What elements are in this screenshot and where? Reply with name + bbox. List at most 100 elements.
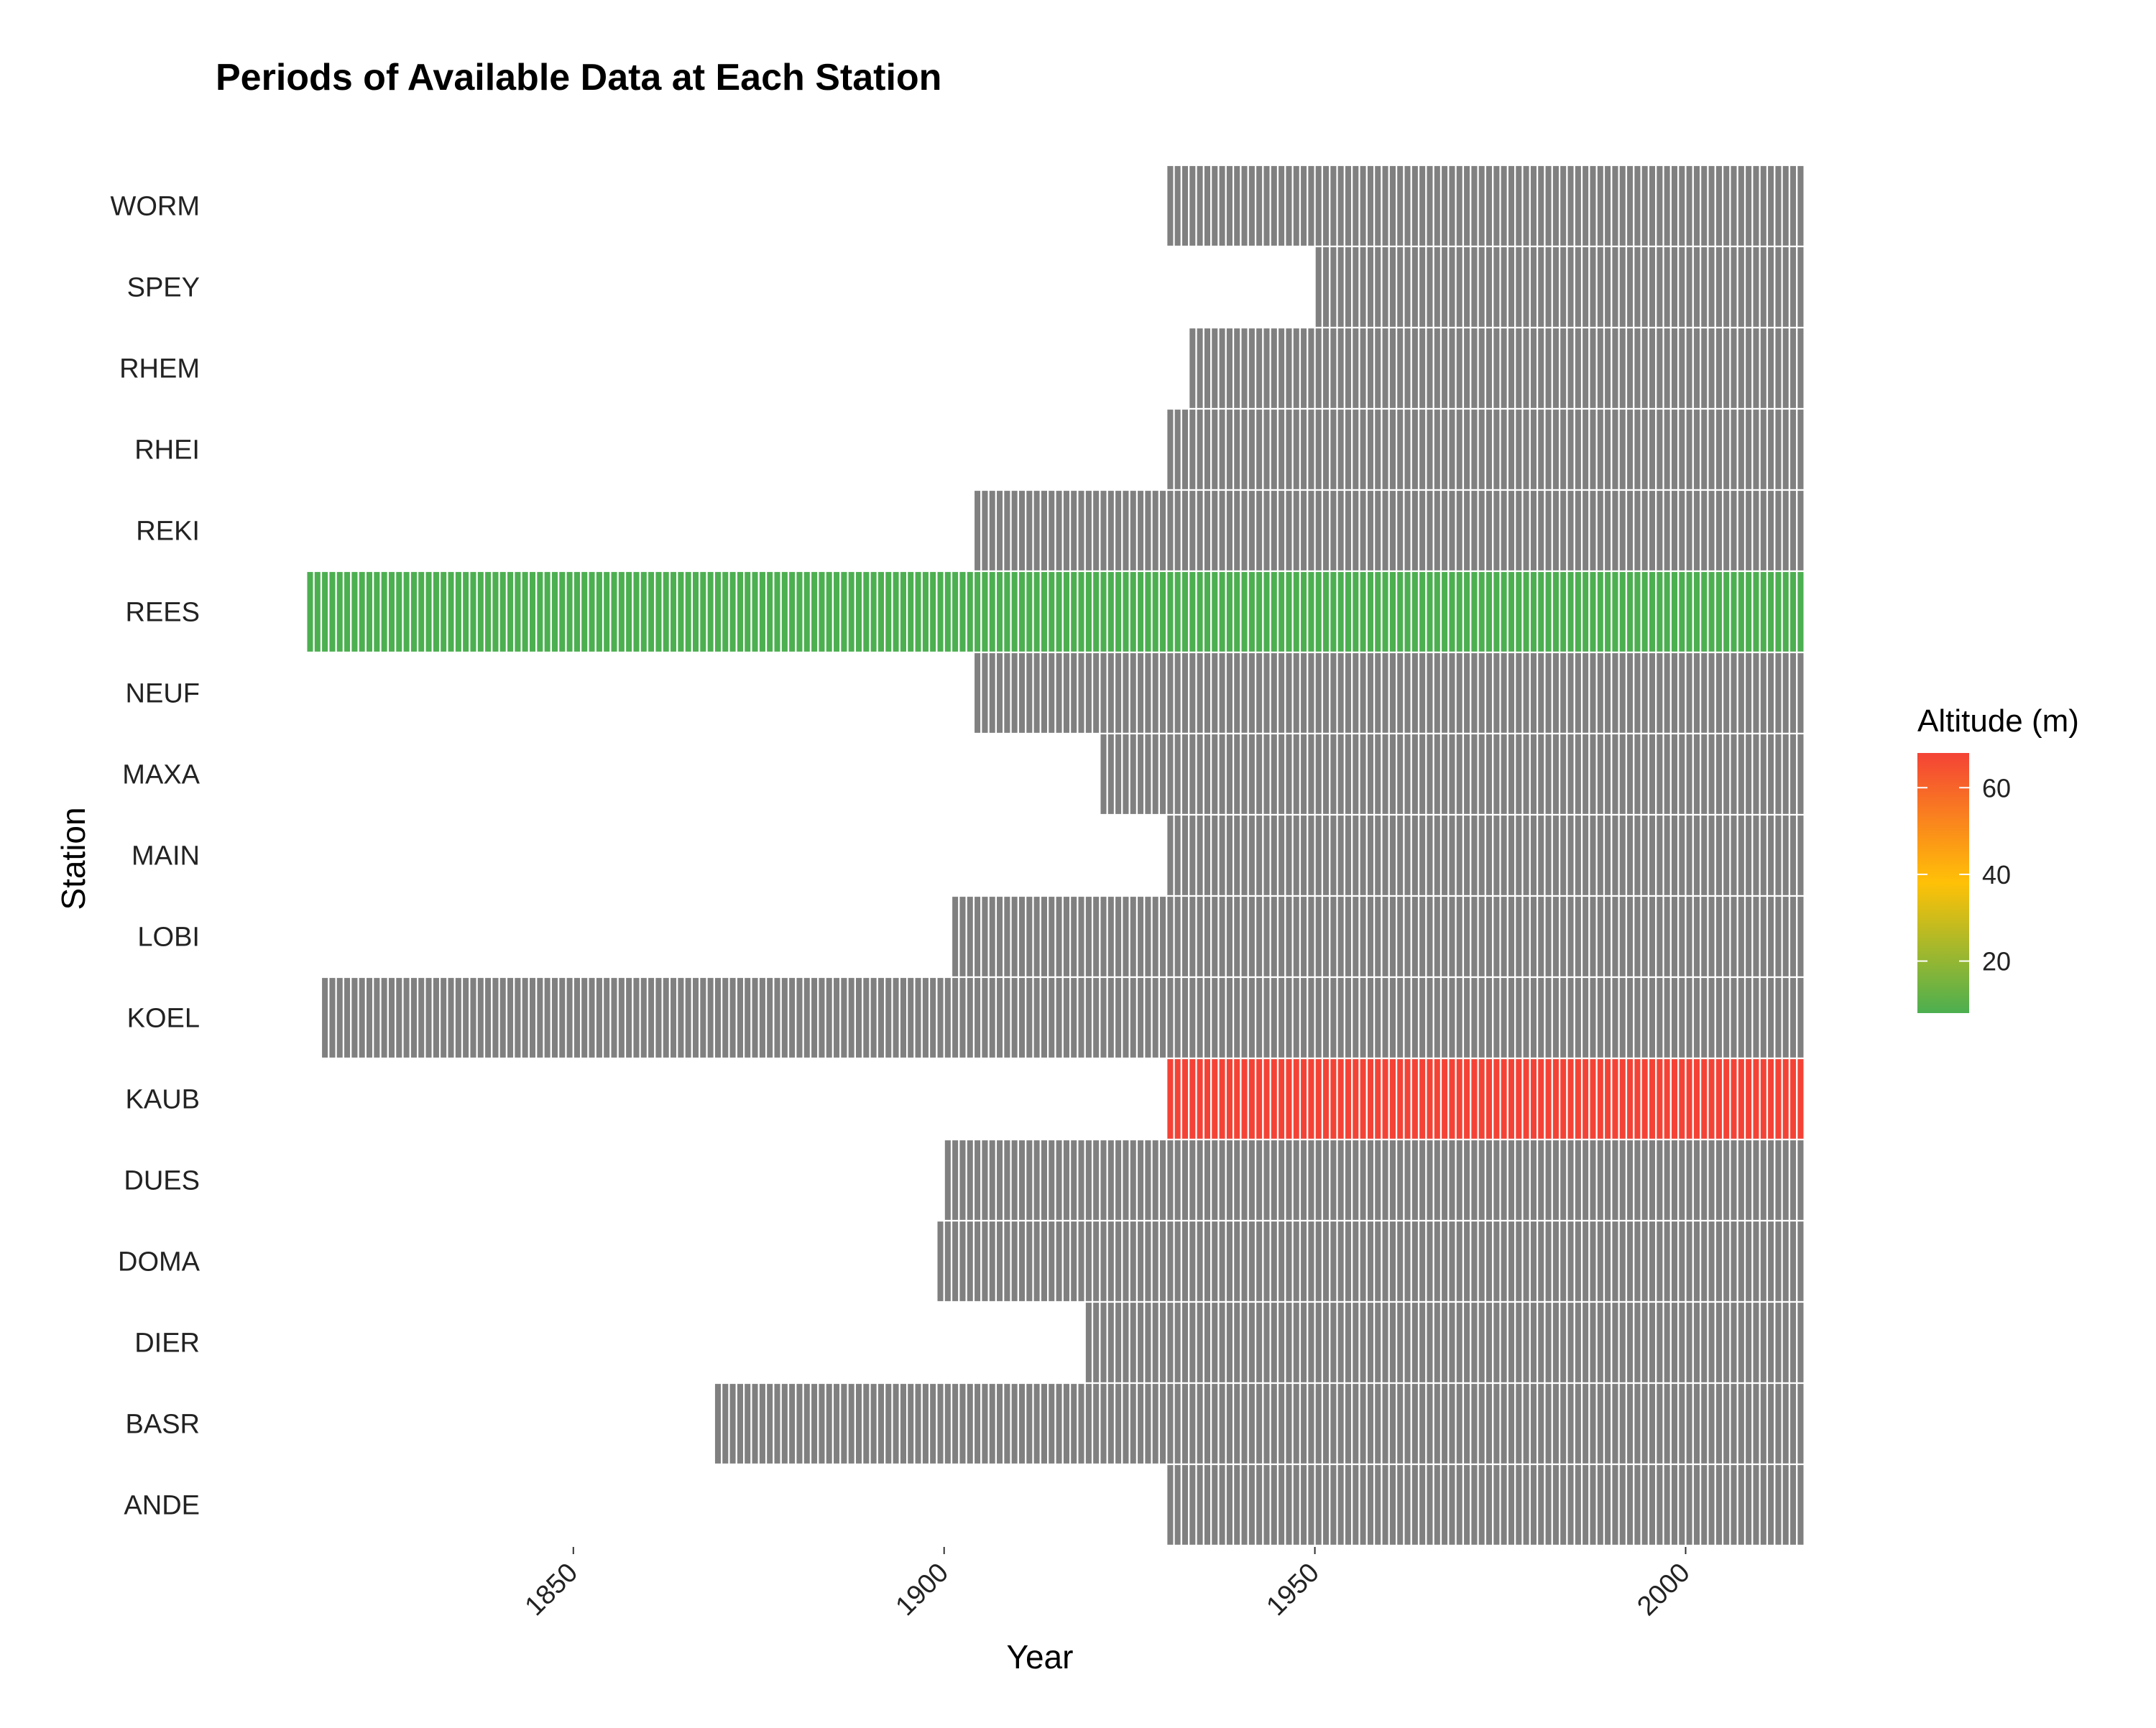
tile-basr-1991 bbox=[1618, 1382, 1628, 1466]
tile-worm-1979 bbox=[1529, 164, 1539, 248]
tile-rhei-1953 bbox=[1336, 407, 1345, 491]
tile-worm-1943 bbox=[1262, 164, 1271, 248]
tile-kaub-1986 bbox=[1580, 1057, 1590, 1141]
tile-koel-1871 bbox=[728, 976, 737, 1060]
tile-rhem-1996 bbox=[1655, 326, 1664, 410]
tile-koel-1821 bbox=[357, 976, 367, 1060]
tile-doma-1954 bbox=[1343, 1219, 1353, 1303]
tile-maxa-1982 bbox=[1551, 732, 1561, 816]
tile-neuf-1944 bbox=[1269, 651, 1279, 735]
tile-rees-1826 bbox=[395, 570, 404, 654]
tile-rees-1958 bbox=[1373, 570, 1383, 654]
tile-dues-1931 bbox=[1173, 1138, 1182, 1222]
tile-rhei-1966 bbox=[1432, 407, 1442, 491]
tile-reki-2003 bbox=[1707, 489, 1716, 573]
tile-reki-1971 bbox=[1470, 489, 1479, 573]
tile-neuf-1907 bbox=[995, 651, 1005, 735]
tile-lobi-1981 bbox=[1544, 895, 1553, 979]
tile-reki-1942 bbox=[1254, 489, 1264, 573]
tile-ande-1988 bbox=[1595, 1463, 1606, 1547]
tile-spey-1980 bbox=[1537, 245, 1546, 329]
tile-dues-1991 bbox=[1618, 1138, 1628, 1222]
tile-doma-2010 bbox=[1759, 1219, 1769, 1303]
tile-lobi-1927 bbox=[1143, 895, 1153, 979]
tile-main-2011 bbox=[1766, 813, 1776, 897]
tile-koel-1997 bbox=[1662, 976, 1672, 1060]
tile-reki-1959 bbox=[1381, 489, 1390, 573]
tile-rhem-1941 bbox=[1247, 326, 1257, 410]
tile-koel-1912 bbox=[1032, 976, 1041, 1060]
tile-basr-1919 bbox=[1084, 1382, 1094, 1466]
tile-rhem-1991 bbox=[1618, 326, 1628, 410]
tile-rhei-1965 bbox=[1425, 407, 1434, 491]
tile-basr-1934 bbox=[1195, 1382, 1204, 1466]
tile-reki-1951 bbox=[1321, 489, 1331, 573]
tile-rhei-1950 bbox=[1314, 407, 1324, 491]
tile-neuf-1918 bbox=[1077, 651, 1086, 735]
tile-kaub-1938 bbox=[1225, 1057, 1235, 1141]
tile-rees-1990 bbox=[1611, 570, 1620, 654]
tile-dier-1973 bbox=[1484, 1300, 1494, 1385]
tile-basr-1880 bbox=[795, 1382, 804, 1466]
tile-lobi-1932 bbox=[1180, 895, 1190, 979]
tile-neuf-1970 bbox=[1462, 651, 1472, 735]
tile-rhei-2012 bbox=[1774, 407, 1783, 491]
tile-dues-2014 bbox=[1788, 1138, 1798, 1222]
tile-dues-2004 bbox=[1714, 1138, 1724, 1222]
tile-reki-2008 bbox=[1743, 489, 1754, 573]
tile-basr-1953 bbox=[1336, 1382, 1345, 1466]
tile-rees-2005 bbox=[1721, 570, 1731, 654]
tile-dues-1915 bbox=[1054, 1138, 1064, 1222]
tile-maxa-2004 bbox=[1714, 732, 1724, 816]
tile-koel-1818 bbox=[335, 976, 345, 1060]
tile-koel-1932 bbox=[1180, 976, 1190, 1060]
tile-rees-1863 bbox=[668, 570, 678, 654]
tile-dues-1942 bbox=[1254, 1138, 1264, 1222]
tile-worm-1949 bbox=[1307, 164, 1316, 248]
tile-koel-1829 bbox=[417, 976, 426, 1060]
tile-koel-1901 bbox=[950, 976, 960, 1060]
tile-basr-2012 bbox=[1774, 1382, 1783, 1466]
tile-koel-1994 bbox=[1640, 976, 1650, 1060]
tile-reki-1987 bbox=[1588, 489, 1598, 573]
tile-reki-1955 bbox=[1351, 489, 1360, 573]
tile-doma-1983 bbox=[1558, 1219, 1568, 1303]
tile-rhei-1942 bbox=[1254, 407, 1264, 491]
tile-lobi-1937 bbox=[1217, 895, 1227, 979]
tile-dier-1978 bbox=[1521, 1300, 1531, 1385]
tile-ande-1995 bbox=[1647, 1463, 1657, 1547]
tile-rhei-1989 bbox=[1603, 407, 1613, 491]
tile-rhei-1994 bbox=[1640, 407, 1650, 491]
tile-koel-1881 bbox=[802, 976, 812, 1060]
tile-rees-1825 bbox=[387, 570, 397, 654]
tile-maxa-2013 bbox=[1781, 732, 1791, 816]
tile-lobi-1966 bbox=[1432, 895, 1442, 979]
tile-rees-1828 bbox=[409, 570, 419, 654]
row-ande bbox=[1166, 1463, 1805, 1547]
tile-koel-2012 bbox=[1774, 976, 1783, 1060]
tile-dues-1987 bbox=[1588, 1138, 1598, 1222]
tile-basr-1878 bbox=[780, 1382, 790, 1466]
tile-rees-1996 bbox=[1655, 570, 1664, 654]
tile-spey-1952 bbox=[1329, 245, 1338, 329]
tile-dues-1912 bbox=[1032, 1138, 1041, 1222]
tile-dier-1954 bbox=[1343, 1300, 1353, 1385]
tile-neuf-1976 bbox=[1506, 651, 1516, 735]
tile-koel-1993 bbox=[1633, 976, 1642, 1060]
tile-maxa-1964 bbox=[1417, 732, 1427, 816]
tile-rhei-1978 bbox=[1521, 407, 1531, 491]
tile-koel-1938 bbox=[1225, 976, 1235, 1060]
tile-rhei-1932 bbox=[1180, 407, 1190, 491]
tile-kaub-1939 bbox=[1232, 1057, 1242, 1141]
tile-ande-1955 bbox=[1351, 1463, 1360, 1547]
tile-rees-1946 bbox=[1284, 570, 1294, 654]
tile-koel-1850 bbox=[572, 976, 582, 1060]
tile-reki-1910 bbox=[1017, 489, 1027, 573]
tile-lobi-1988 bbox=[1595, 895, 1606, 979]
tile-worm-1992 bbox=[1625, 164, 1635, 248]
tile-rees-1816 bbox=[320, 570, 330, 654]
tile-ande-1940 bbox=[1240, 1463, 1249, 1547]
tile-basr-1914 bbox=[1047, 1382, 1056, 1466]
